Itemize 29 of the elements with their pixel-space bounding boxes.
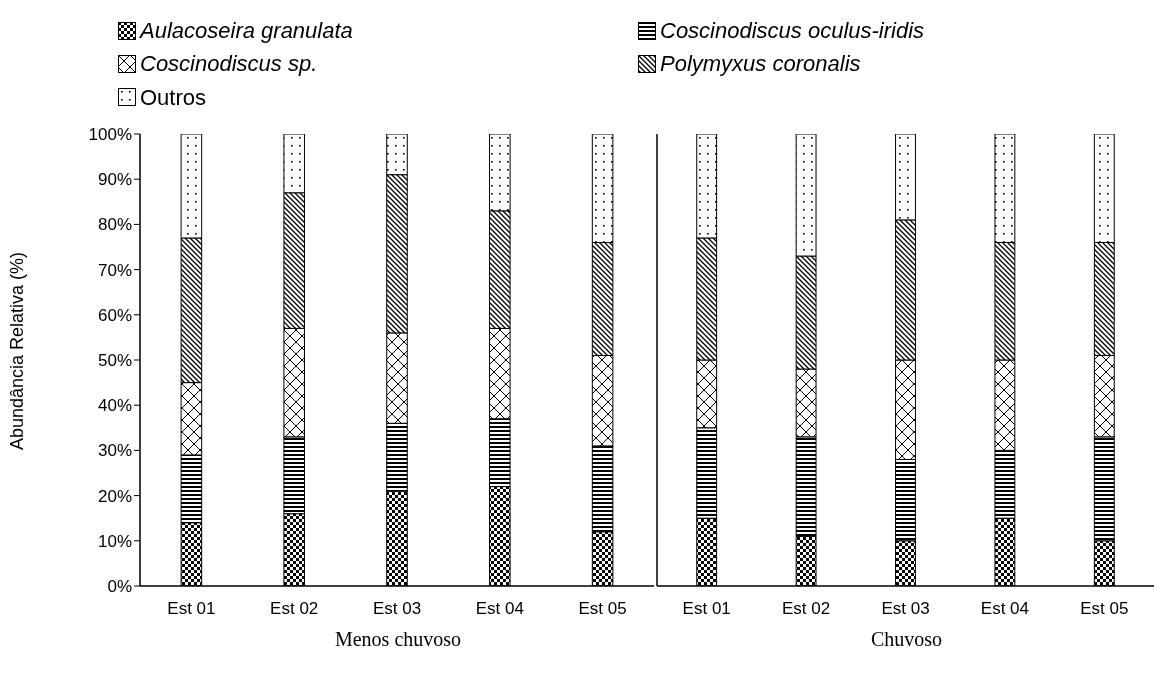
x-axis-title: Menos chuvoso bbox=[333, 628, 463, 651]
legend-label: Outros bbox=[140, 83, 207, 111]
y-tick-label: 40% bbox=[97, 396, 132, 416]
x-tick-label: Est 05 bbox=[1080, 599, 1129, 619]
y-axis-title: Abundância Relativa (%) bbox=[7, 251, 28, 450]
x-tick-label: Est 04 bbox=[980, 599, 1029, 619]
x-tick-label: Est 02 bbox=[782, 599, 831, 619]
y-tick-label: 10% bbox=[97, 531, 132, 551]
legend-label: Coscinodiscus oculus-iridis bbox=[660, 17, 925, 45]
x-tick-label: Est 03 bbox=[881, 599, 930, 619]
y-tick-label: 20% bbox=[97, 486, 132, 506]
legend-label: Coscinodiscus sp. bbox=[140, 50, 318, 78]
y-tick-label: 80% bbox=[97, 215, 132, 235]
legend-label: Aulacoseira granulata bbox=[140, 17, 353, 45]
x-tick-label: Est 02 bbox=[270, 599, 319, 619]
x-tick-label: Est 04 bbox=[475, 599, 524, 619]
x-tick-label: Est 01 bbox=[167, 599, 216, 619]
x-tick-label: Est 05 bbox=[578, 599, 627, 619]
x-tick-label: Est 01 bbox=[682, 599, 731, 619]
legend-label: Polymyxus coronalis bbox=[660, 50, 861, 78]
y-tick-label: 90% bbox=[97, 170, 132, 190]
y-tick-label: 100% bbox=[88, 125, 132, 145]
y-tick-label: 30% bbox=[97, 441, 132, 461]
y-tick-label: 60% bbox=[97, 305, 132, 325]
y-tick-label: 50% bbox=[97, 351, 132, 371]
y-tick-label: 70% bbox=[97, 260, 132, 280]
x-tick-label: Est 03 bbox=[372, 599, 422, 619]
x-axis-title: Chuvoso bbox=[869, 628, 944, 651]
y-tick-label: 0% bbox=[107, 577, 132, 597]
